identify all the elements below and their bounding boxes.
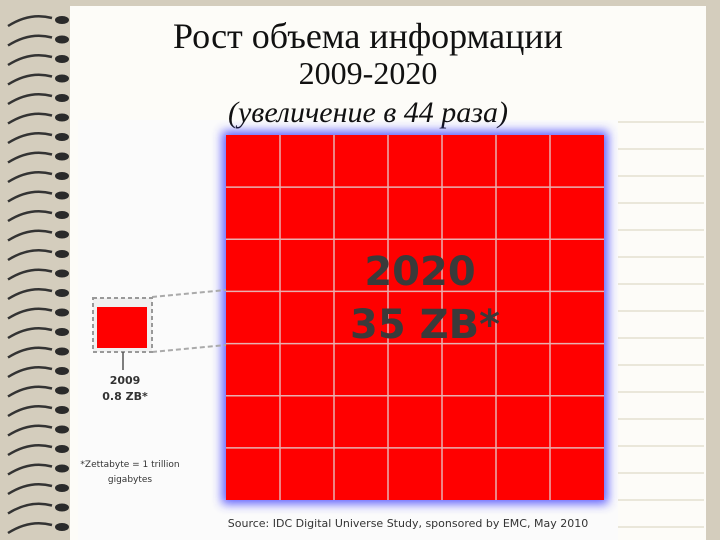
hole (55, 308, 69, 317)
big-year: 2020 (364, 249, 475, 295)
hole (55, 347, 69, 356)
hole (55, 191, 69, 200)
ring (7, 405, 53, 418)
hole (55, 250, 69, 258)
hole (55, 484, 69, 492)
hole (55, 523, 69, 531)
ring (7, 229, 53, 242)
small-amount: 0.8 ZB* (102, 390, 148, 403)
ring (7, 385, 53, 398)
ring (7, 444, 53, 457)
hole (55, 425, 69, 434)
ring (7, 54, 53, 67)
hole (55, 367, 69, 375)
ring (7, 483, 53, 496)
ring (7, 463, 53, 476)
ring (7, 502, 53, 515)
hole (55, 445, 69, 453)
footnote: gigabytes (108, 475, 153, 485)
hole (55, 328, 69, 336)
title-line-3: (увеличение в 44 раза) (228, 96, 508, 129)
small-square (97, 307, 147, 348)
ring (7, 190, 53, 203)
hole (55, 94, 69, 102)
spiral-binding (7, 15, 69, 535)
ring (7, 73, 53, 86)
ring (7, 249, 53, 262)
hole (55, 35, 69, 44)
ring (7, 366, 53, 379)
ring (7, 132, 53, 145)
hole (55, 386, 69, 395)
ring (7, 522, 53, 535)
hole (55, 133, 69, 141)
hole (55, 230, 69, 239)
hole (55, 289, 69, 297)
ring (7, 268, 53, 281)
source: Source: IDC Digital Universe Study, spon… (228, 517, 588, 530)
hole (55, 16, 69, 24)
ring (7, 288, 53, 301)
small-year: 2009 (110, 374, 141, 387)
ruled-lines (618, 121, 704, 528)
ring (7, 15, 53, 28)
big-amount: 35 ZB* (350, 302, 500, 348)
ring (7, 112, 53, 125)
connector (151, 289, 227, 298)
title-line-1: Рост объема информации (173, 16, 563, 56)
ring (7, 307, 53, 320)
ring (7, 327, 53, 340)
ring (7, 93, 53, 106)
ring (7, 346, 53, 359)
hole (55, 406, 69, 414)
connector (151, 344, 227, 353)
ring (7, 34, 53, 47)
hole (55, 464, 69, 473)
hole (55, 113, 69, 122)
hole (55, 503, 69, 512)
title-line-2: 2009-2020 (299, 55, 438, 91)
hole (55, 74, 69, 83)
grid (226, 135, 604, 500)
ring (7, 424, 53, 437)
footnote: *Zettabyte = 1 trillion (80, 460, 179, 470)
ring (7, 151, 53, 164)
hole (55, 172, 69, 180)
ring (7, 171, 53, 184)
ring (7, 210, 53, 223)
hole (55, 152, 69, 161)
hole (55, 269, 69, 278)
hole (55, 55, 69, 63)
hole (55, 211, 69, 219)
big-square (226, 135, 604, 500)
